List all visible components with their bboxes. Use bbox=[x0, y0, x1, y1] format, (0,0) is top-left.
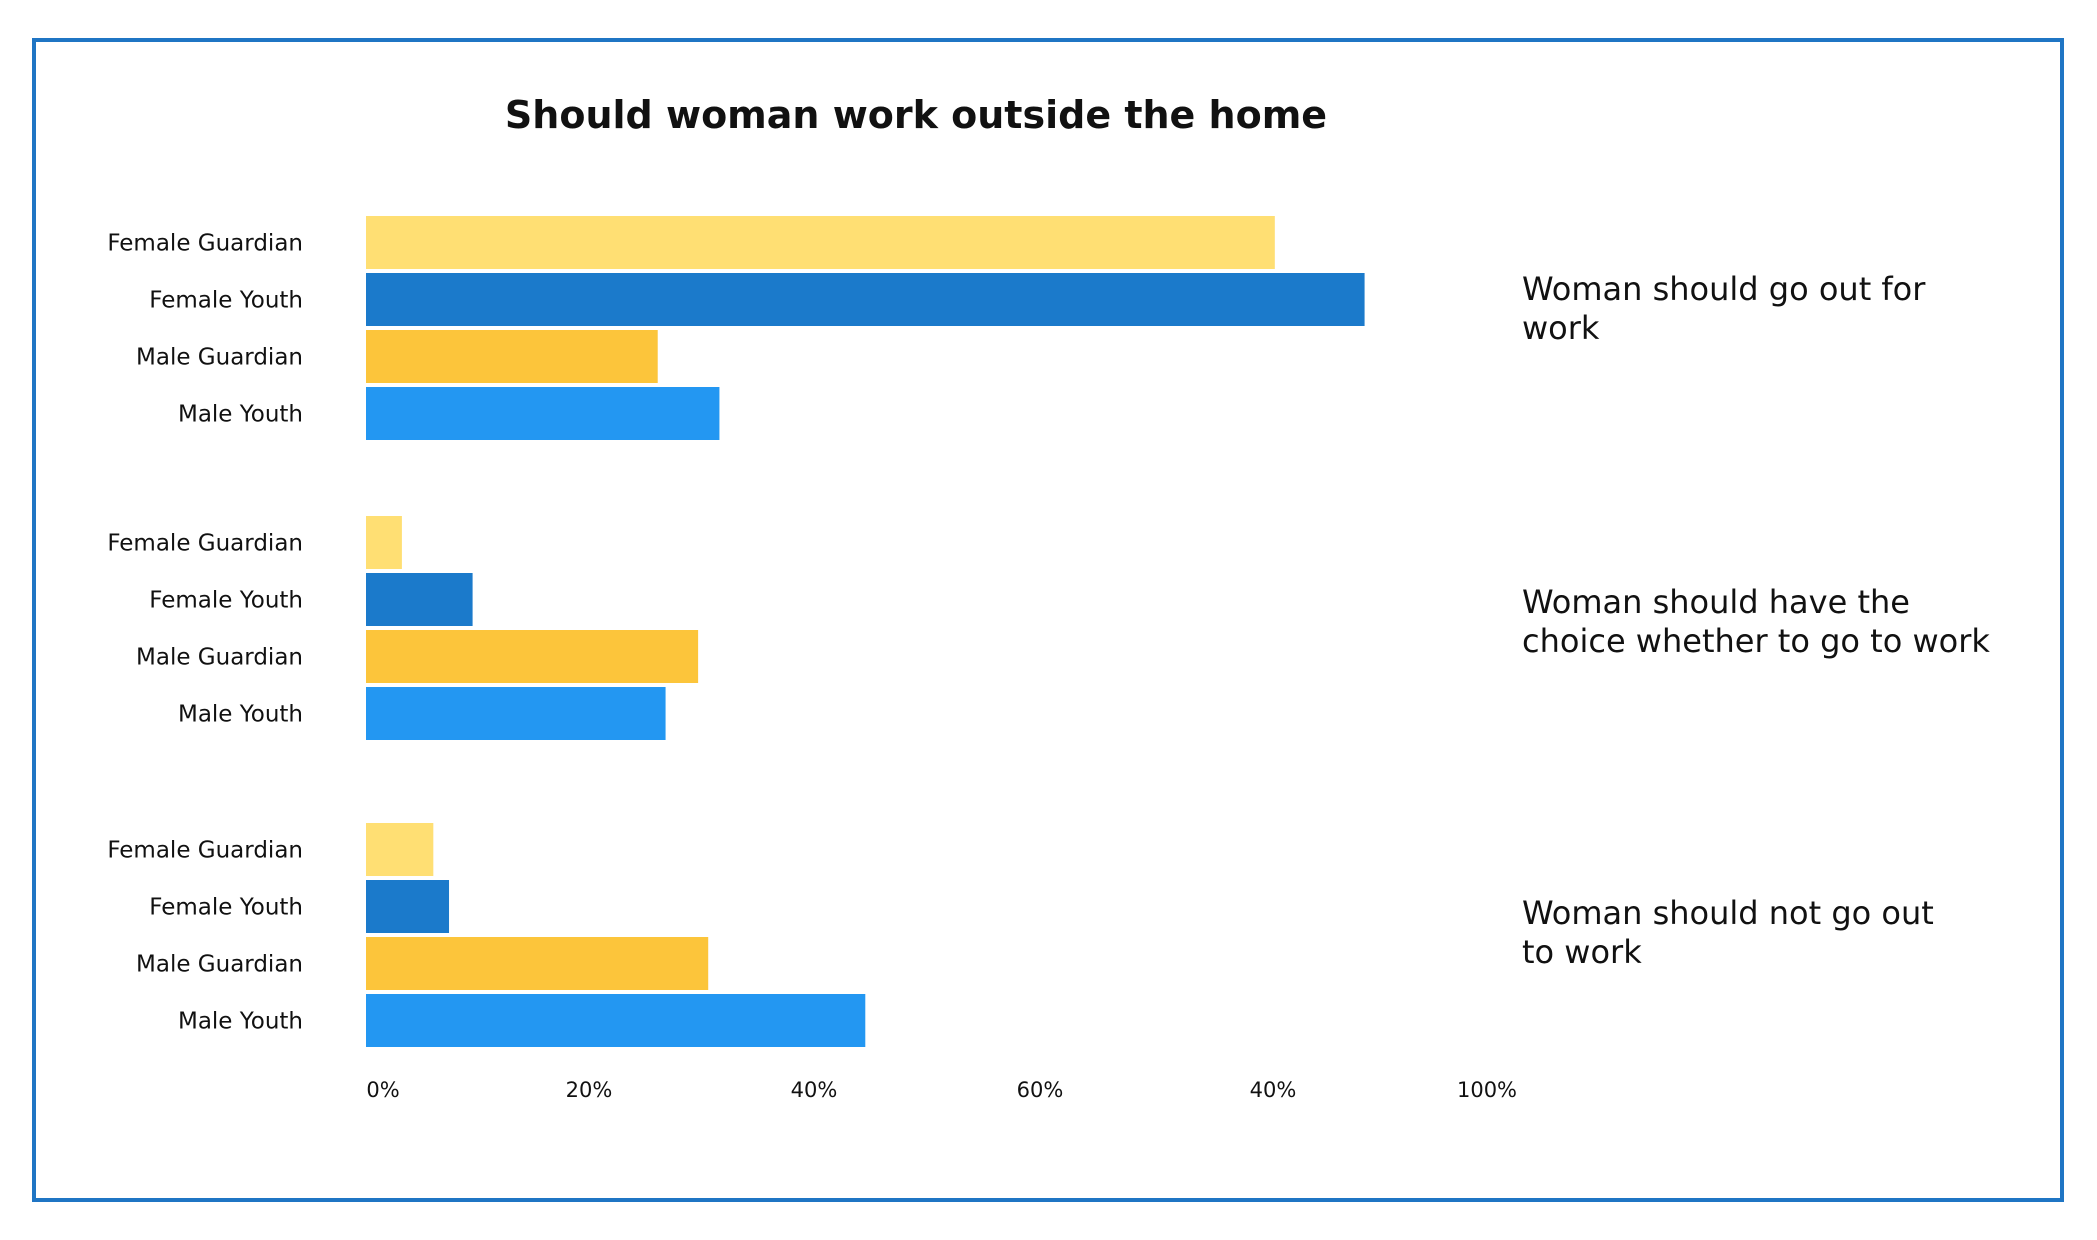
category-label: Female Youth bbox=[149, 288, 303, 314]
category-label: Male Youth bbox=[178, 402, 303, 428]
bar-group3-female-guardian bbox=[366, 823, 434, 876]
bar-group2-male-youth bbox=[366, 687, 666, 740]
bar-group2-female-youth bbox=[366, 573, 473, 626]
category-label: Female Youth bbox=[149, 588, 303, 614]
group-label-2: Woman should have the choice whether to g… bbox=[1522, 583, 1990, 660]
x-tick-label: 40% bbox=[1250, 1078, 1297, 1102]
bar-group1-male-guardian bbox=[366, 330, 658, 383]
category-label: Female Guardian bbox=[107, 531, 303, 557]
chart-title: Should woman work outside the home bbox=[505, 93, 1327, 137]
category-label: Male Guardian bbox=[136, 645, 303, 671]
category-label: Female Guardian bbox=[107, 838, 303, 864]
bar-group2-male-guardian bbox=[366, 630, 699, 683]
group-label-3: Woman should not go out to work bbox=[1522, 894, 1934, 971]
bar-group2-female-guardian bbox=[366, 516, 402, 569]
bar-group3-male-youth bbox=[366, 994, 866, 1047]
bar-group3-male-guardian bbox=[366, 937, 709, 990]
category-label: Female Youth bbox=[149, 895, 303, 921]
x-tick-label: 20% bbox=[566, 1078, 613, 1102]
bar-group1-female-youth bbox=[366, 273, 1365, 326]
category-label: Female Guardian bbox=[107, 231, 303, 257]
x-tick-label: 60% bbox=[1017, 1078, 1064, 1102]
group-label-1: Woman should go out for work bbox=[1522, 270, 1926, 347]
x-tick-label: 0% bbox=[366, 1078, 399, 1102]
category-label: Male Youth bbox=[178, 1009, 303, 1035]
x-tick-label: 100% bbox=[1457, 1078, 1517, 1102]
category-label: Male Guardian bbox=[136, 345, 303, 371]
category-label: Male Youth bbox=[178, 702, 303, 728]
bar-group1-male-youth bbox=[366, 387, 720, 440]
x-tick-label: 40% bbox=[791, 1078, 838, 1102]
category-label: Male Guardian bbox=[136, 952, 303, 978]
chart-frame bbox=[32, 38, 2064, 1202]
bar-group3-female-youth bbox=[366, 880, 450, 933]
bar-group1-female-guardian bbox=[366, 216, 1275, 269]
